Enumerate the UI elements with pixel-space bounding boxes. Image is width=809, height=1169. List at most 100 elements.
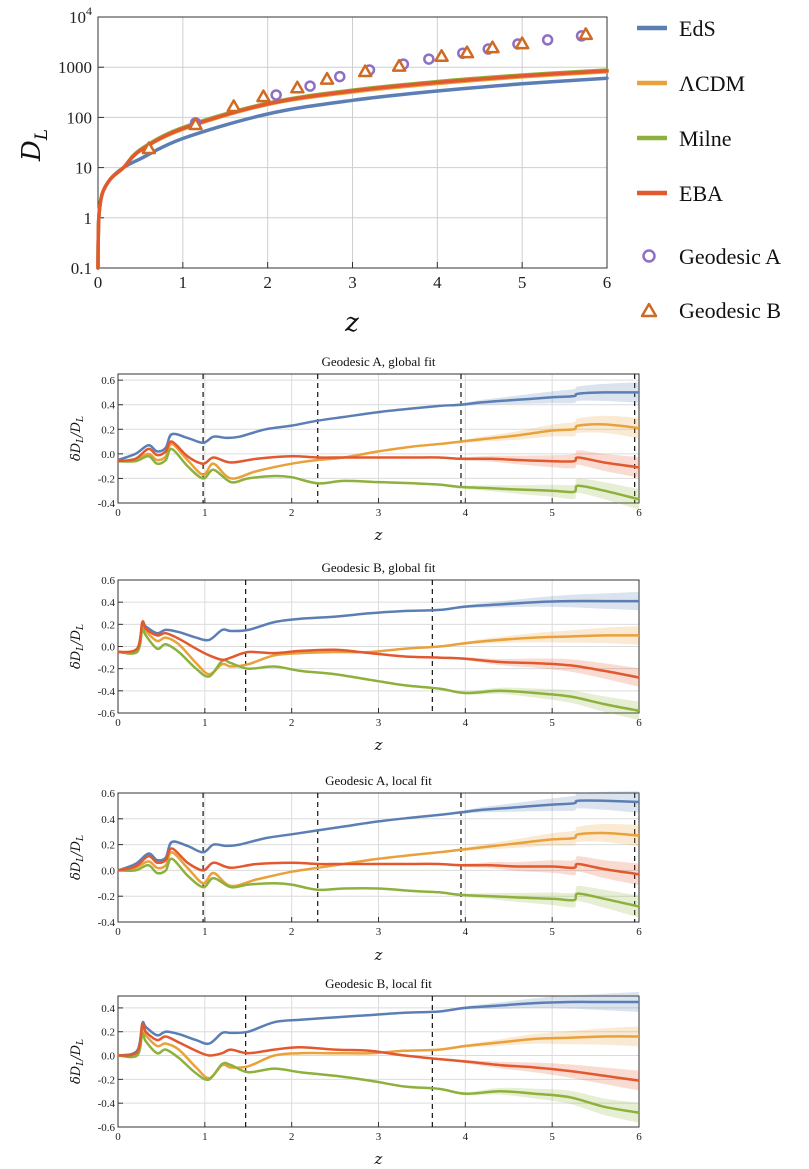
x-tick-label: 3 (376, 1131, 382, 1143)
series-line-cdm (117, 423, 640, 480)
y-tick-label: -0.4 (98, 917, 116, 929)
uncertainty-band (118, 791, 639, 871)
geodesic-b-marker (514, 36, 530, 50)
y-tick-label: 0.4 (101, 814, 115, 826)
series-line-milne (117, 1032, 640, 1114)
uncertainty-band (118, 992, 639, 1057)
x-tick-label: 0 (115, 507, 121, 519)
y-axis-label: δDL/DL (69, 835, 86, 880)
x-tick-label: 6 (636, 507, 642, 519)
uncertainty-band (118, 591, 639, 654)
y-tick-label: 0.0 (101, 449, 115, 461)
geodesic-b-marker (319, 71, 335, 85)
panel-title: Geodesic A, local fit (325, 773, 432, 788)
y-tick-label: -0.4 (98, 1098, 116, 1110)
series-line-eba (117, 620, 640, 679)
y-axis-label: δDL/DL (69, 624, 86, 669)
y-tick-label: -0.2 (98, 664, 115, 676)
legend-label: Geodesic A (679, 244, 781, 269)
legend-label: ΛCDM (679, 71, 745, 96)
legend: EdS ΛCDM Milne EBA Geodesic A Geodesic B (637, 16, 781, 323)
x-tick-label: 1 (179, 273, 188, 292)
y-tick-label: 1000 (58, 58, 92, 77)
series-line-cdm (117, 1027, 640, 1080)
y-tick-label: 0.4 (101, 597, 115, 609)
y-tick-label: 0.2 (101, 424, 115, 436)
geodesic-a-marker (270, 89, 282, 101)
x-tick-label: 0 (115, 717, 121, 729)
legend-label: EdS (679, 16, 716, 41)
x-tick-label: 4 (463, 1131, 469, 1143)
geodesic-a-marker (334, 70, 346, 83)
y-tick-label: 0.6 (101, 375, 115, 387)
geodesic-b-marker (391, 58, 407, 72)
y-tick-label: -0.2 (98, 891, 115, 903)
x-tick-label: 1 (202, 1131, 208, 1143)
y-tick-label: -0.6 (98, 708, 116, 720)
x-tick-label: 6 (603, 273, 612, 292)
geodesic-b-marker (290, 80, 305, 94)
x-tick-label: 6 (636, 926, 642, 938)
y-tick-label: 0.0 (101, 865, 115, 877)
x-tick-label: 4 (463, 507, 469, 519)
residual-panel: Geodesic B, local fit 0.4 0.2 0.0 -0.2 -0.4 -0… (69, 976, 642, 1168)
series-line-eba (117, 440, 640, 469)
y-tick-label: 0.0 (101, 642, 115, 654)
residual-panel: Geodesic A, global fit 0.6 0.4 0.2 0.0 -0.2 -0… (69, 354, 642, 544)
dl-chart: 0.1 1 10 100 1000 104 0 1 2 3 4 5 6 DL z (17, 4, 611, 338)
y-tick-label: 0.0 (101, 1051, 115, 1063)
x-tick-label: 3 (376, 926, 382, 938)
x-tick-label: 2 (263, 273, 272, 292)
x-tick-label: 5 (549, 926, 555, 938)
uncertainty-band (118, 382, 639, 461)
x-tick-label: 5 (549, 717, 555, 729)
geodesic-b-marker (434, 49, 449, 63)
y-tick-label: 104 (69, 4, 92, 27)
y-tick-label: 0.2 (101, 1027, 115, 1039)
x-tick-label: 5 (549, 507, 555, 519)
x-tick-label: 2 (289, 717, 295, 729)
y-tick-label: 0.6 (101, 575, 115, 587)
x-axis-label: z (374, 736, 383, 754)
legend-label: EBA (679, 181, 723, 206)
uncertainty-band (118, 823, 639, 887)
x-tick-label: 5 (518, 273, 527, 292)
series-line-cdm (117, 623, 640, 676)
y-tick-label: -0.6 (98, 1122, 116, 1134)
y-tick-label: 0.6 (101, 788, 115, 800)
x-tick-label: 4 (463, 926, 469, 938)
legend-geodesic-a-marker (642, 249, 656, 263)
x-tick-label: 1 (202, 717, 208, 729)
x-tick-label: 4 (463, 717, 469, 729)
x-axis-label: z (344, 308, 359, 338)
y-tick-label: 10 (75, 159, 92, 178)
uncertainty-band (118, 440, 639, 478)
geodesic-b-marker (141, 141, 157, 155)
geodesic-a-marker (541, 34, 554, 46)
y-tick-label: 0.4 (101, 1003, 115, 1015)
x-axis-label: z (374, 1150, 383, 1168)
geodesic-b-marker (578, 27, 594, 41)
y-tick-label: -0.2 (98, 473, 115, 485)
x-tick-label: 3 (376, 507, 382, 519)
panel-title: Geodesic B, local fit (325, 976, 432, 991)
legend-label: Geodesic B (679, 298, 781, 323)
y-tick-label: -0.2 (98, 1074, 115, 1086)
legend-label: Milne (679, 126, 732, 151)
uncertainty-band (118, 415, 639, 480)
x-tick-label: 2 (289, 507, 295, 519)
y-tick-label: 0.2 (101, 619, 115, 631)
y-tick-label: -0.4 (98, 686, 116, 698)
geodesic-b-marker (357, 64, 373, 78)
y-tick-label: 0.4 (101, 400, 115, 412)
geodesic-b-marker (188, 117, 203, 131)
x-tick-label: 2 (289, 1131, 295, 1143)
geodesic-b-marker (226, 99, 241, 113)
x-tick-label: 4 (433, 273, 442, 292)
x-tick-label: 5 (549, 1131, 555, 1143)
geodesic-a-marker (423, 53, 435, 65)
residual-panel: Geodesic A, local fit 0.6 0.4 0.2 0.0 -0.2 -0.… (69, 773, 642, 964)
geodesic-a-marker (304, 80, 316, 92)
geodesic-b-marker (485, 40, 500, 54)
